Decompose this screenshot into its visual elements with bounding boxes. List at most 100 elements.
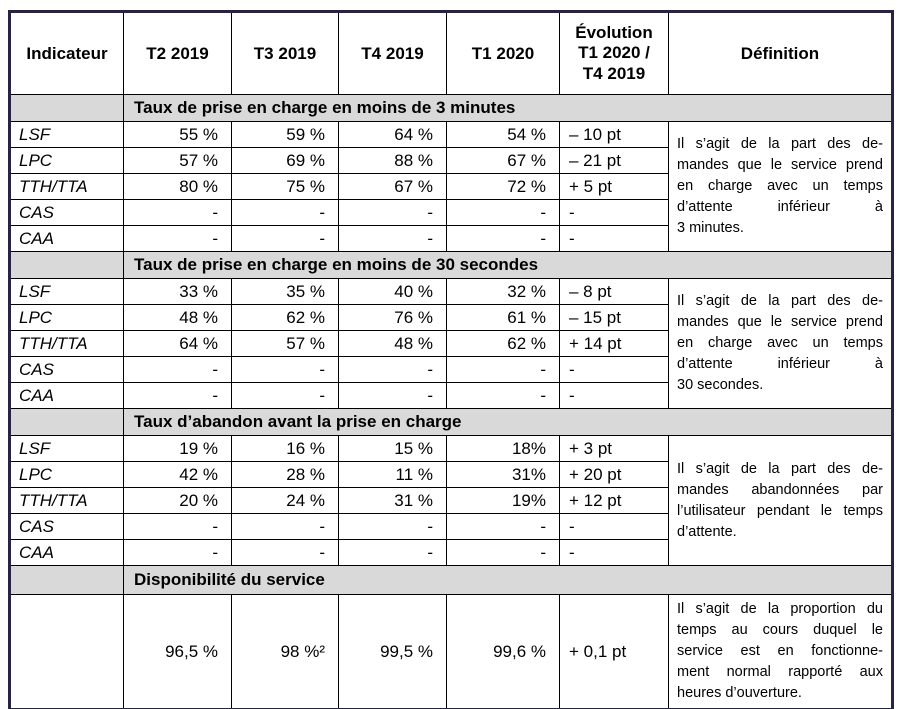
- section-title-row: Taux de prise en charge en moins de 30 s…: [9, 251, 893, 279]
- section-title-stub: [9, 408, 124, 436]
- value-cell: -: [338, 199, 447, 226]
- definition-text: Il s’agit de la part des de- mandes que …: [668, 278, 893, 409]
- evolution-cell: + 5 pt: [559, 173, 669, 200]
- value-cell: -: [231, 513, 339, 540]
- value-cell: -: [338, 539, 447, 566]
- value-cell: 31 %: [338, 487, 447, 514]
- value-cell: 35 %: [231, 278, 339, 305]
- definition-text: Il s’agit de la proportion du temps au c…: [668, 594, 893, 709]
- value-cell: 32 %: [446, 278, 560, 305]
- section-title-stub: [9, 251, 124, 279]
- value-cell: 40 %: [338, 278, 447, 305]
- value-cell: -: [338, 382, 447, 409]
- section-title-row: Taux de prise en charge en moins de 3 mi…: [9, 94, 893, 122]
- column-header-t2-2019: T2 2019: [123, 11, 232, 95]
- value-cell: -: [123, 356, 232, 383]
- value-cell: -: [231, 382, 339, 409]
- row-label: CAA: [9, 225, 124, 252]
- table-row-cas: CAS - - - - -: [9, 356, 893, 383]
- table-row-lpc: LPC 42 % 28 % 11 % 31% + 20 pt: [9, 461, 893, 488]
- value-cell: -: [446, 356, 560, 383]
- value-cell: 64 %: [123, 330, 232, 357]
- value-cell: 98 %²: [231, 594, 339, 709]
- definition-line: d’attente.: [677, 523, 737, 540]
- value-cell: 80 %: [123, 173, 232, 200]
- column-header-t4-2019: T4 2019: [338, 11, 447, 95]
- row-label: CAS: [9, 199, 124, 226]
- evolution-cell: -: [559, 199, 669, 226]
- row-label: TTH/TTA: [9, 487, 124, 514]
- definition-line: mandes que le service prend: [677, 157, 883, 173]
- section-title: Taux de prise en charge en moins de 3 mi…: [123, 94, 893, 122]
- value-cell: -: [123, 513, 232, 540]
- row-label: TTH/TTA: [9, 173, 124, 200]
- table-row-caa: CAA - - - - -: [9, 225, 893, 252]
- section-title-row: Disponibilité du service: [9, 565, 893, 595]
- column-header-definition: Définition: [668, 11, 893, 95]
- row-label: LSF: [9, 278, 124, 305]
- value-cell: 20 %: [123, 487, 232, 514]
- row-label: LPC: [9, 304, 124, 331]
- evolution-cell: + 12 pt: [559, 487, 669, 514]
- table-row-lsf: LSF 55 % 59 % 64 % 54 % – 10 pt Il s’agi…: [9, 121, 893, 252]
- table-row-disponibilite: 96,5 % 98 %² 99,5 % 99,6 % + 0,1 pt Il s…: [9, 594, 893, 709]
- value-cell: -: [446, 539, 560, 566]
- definition-line: en charge avec un temps: [677, 335, 883, 351]
- value-cell: 11 %: [338, 461, 447, 488]
- value-cell: 15 %: [338, 435, 447, 462]
- value-cell: 28 %: [231, 461, 339, 488]
- row-label: LSF: [9, 121, 124, 148]
- value-cell: 69 %: [231, 147, 339, 174]
- value-cell: 16 %: [231, 435, 339, 462]
- evolution-cell: -: [559, 382, 669, 409]
- column-header-indicateur: Indicateur: [9, 11, 124, 95]
- definition-line: service est en fonctionne-: [677, 643, 883, 659]
- value-cell: 62 %: [231, 304, 339, 331]
- definition-line: d’attente inférieur à: [677, 199, 883, 215]
- value-cell: 48 %: [123, 304, 232, 331]
- definition-text: Il s’agit de la part des de- mandes aban…: [668, 435, 893, 566]
- value-cell: -: [446, 382, 560, 409]
- section-title: Disponibilité du service: [123, 565, 893, 595]
- definition-line: Il s’agit de la part des de-: [677, 136, 883, 152]
- value-cell: -: [123, 539, 232, 566]
- value-cell: 59 %: [231, 121, 339, 148]
- row-label: LSF: [9, 435, 124, 462]
- value-cell: 48 %: [338, 330, 447, 357]
- section-title: Taux d’abandon avant la prise en charge: [123, 408, 893, 436]
- definition-line: temps au cours duquel le: [677, 622, 883, 638]
- value-cell: -: [446, 199, 560, 226]
- evolution-cell: -: [559, 356, 669, 383]
- definition-line: mandes que le service prend: [677, 314, 883, 330]
- table-row-lpc: LPC 57 % 69 % 88 % 67 % – 21 pt: [9, 147, 893, 174]
- table-row-cas: CAS - - - - -: [9, 513, 893, 540]
- value-cell: 31%: [446, 461, 560, 488]
- section-title-row: Taux d’abandon avant la prise en charge: [9, 408, 893, 436]
- definition-line: heures d’ouverture.: [677, 685, 802, 701]
- table-row-caa: CAA - - - - -: [9, 382, 893, 409]
- column-header-t1-2020: T1 2020: [446, 11, 560, 95]
- value-cell: 24 %: [231, 487, 339, 514]
- value-cell: -: [123, 199, 232, 226]
- row-label: CAA: [9, 382, 124, 409]
- definition-text: Il s’agit de la part des de- mandes que …: [668, 121, 893, 252]
- evolution-cell: + 14 pt: [559, 330, 669, 357]
- section-title-stub: [9, 94, 124, 122]
- row-label: CAS: [9, 513, 124, 540]
- indicators-table: Indicateur T2 2019 T3 2019 T4 2019 T1 20…: [8, 10, 894, 709]
- table-row-lsf: LSF 33 % 35 % 40 % 32 % – 8 pt Il s’agit…: [9, 278, 893, 409]
- value-cell: 57 %: [123, 147, 232, 174]
- value-cell: 72 %: [446, 173, 560, 200]
- value-cell: -: [123, 382, 232, 409]
- evolution-cell: – 15 pt: [559, 304, 669, 331]
- column-header-t3-2019: T3 2019: [231, 11, 339, 95]
- definition-line: 30 secondes.: [677, 377, 764, 393]
- value-cell: 57 %: [231, 330, 339, 357]
- definition-line: Il s’agit de la proportion du: [677, 601, 883, 617]
- value-cell: -: [231, 539, 339, 566]
- value-cell: -: [338, 513, 447, 540]
- value-cell: 62 %: [446, 330, 560, 357]
- value-cell: 96,5 %: [123, 594, 232, 709]
- value-cell: -: [446, 225, 560, 252]
- value-cell: 75 %: [231, 173, 339, 200]
